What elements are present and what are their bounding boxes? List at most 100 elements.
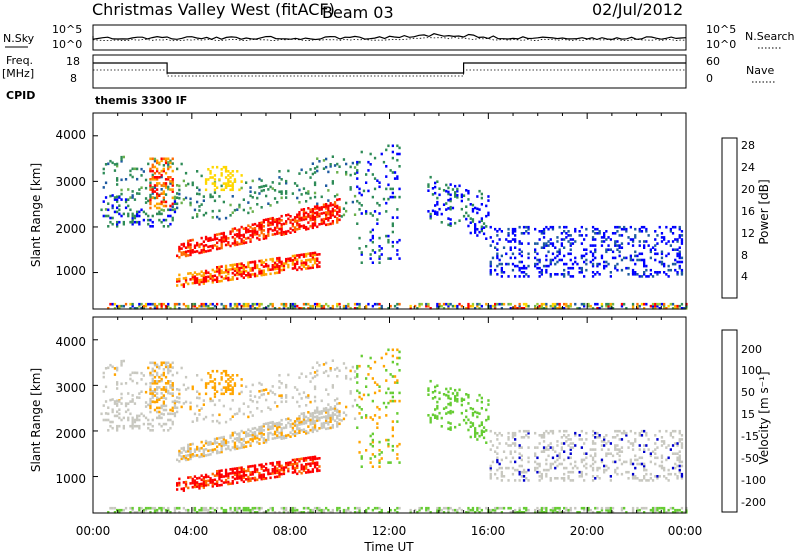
power-pixel: [316, 213, 319, 216]
velocity-pixel: [242, 468, 245, 471]
velocity-pixel: [198, 447, 201, 450]
velocity-pixel: [169, 386, 172, 389]
power-pixel: [242, 270, 245, 273]
power-pixel: [167, 176, 170, 179]
velocity-pixel: [236, 511, 239, 514]
power-pixel: [280, 264, 283, 268]
power-pixel: [120, 160, 123, 163]
nsky-trace: [92, 33, 687, 41]
power-pixel: [267, 188, 270, 191]
power-pixel: [485, 237, 488, 240]
power-pixel: [378, 302, 381, 306]
power-pixel: [167, 161, 170, 164]
power-pixel: [271, 302, 274, 306]
velocity-pixel: [213, 392, 217, 396]
power-pixel: [625, 256, 628, 260]
velocity-pixel: [280, 506, 283, 510]
power-pixel: [251, 302, 254, 306]
power-pixel: [551, 307, 555, 310]
power-pixel: [500, 230, 503, 233]
power-pixel: [474, 206, 477, 210]
velocity-pixel: [227, 447, 230, 450]
power-pixel: [651, 302, 655, 306]
power-pixel: [131, 218, 134, 222]
power-pixel: [131, 214, 134, 218]
power-pixel: [678, 260, 681, 264]
power-pixel: [240, 225, 243, 229]
power-pixel: [251, 304, 254, 308]
power-pixel: [436, 213, 439, 216]
power-pixel: [160, 169, 163, 173]
velocity-pixel: [365, 385, 368, 388]
power-pixel: [267, 268, 270, 272]
velocity-pixel: [129, 424, 132, 428]
velocity-pixel: [594, 506, 597, 510]
power-pixel: [434, 185, 437, 189]
xaxis-label: Time UT: [363, 540, 414, 554]
power-pixel: [560, 238, 563, 241]
power-pixel: [151, 165, 154, 169]
power-pixel: [494, 246, 497, 249]
power-pixel: [353, 302, 357, 306]
velocity-pixel: [127, 416, 130, 420]
power-pixel: [218, 280, 221, 283]
power-pixel: [305, 171, 308, 174]
velocity-pixel: [387, 387, 390, 391]
velocity-pixel: [229, 384, 232, 387]
power-pixel: [313, 167, 317, 170]
power-pixel: [438, 304, 441, 308]
velocity-pixel: [507, 431, 510, 435]
power-pixel: [525, 273, 528, 276]
velocity-pixel: [438, 411, 441, 415]
velocity-pixel: [487, 415, 490, 419]
velocity-pixel: [554, 511, 557, 514]
power-pixel: [113, 307, 117, 310]
velocity-pixel: [556, 454, 559, 458]
velocity-pixel: [196, 396, 199, 400]
power-pixel: [638, 304, 641, 308]
velocity-pixel: [173, 404, 177, 407]
power-pixel: [313, 181, 317, 184]
power-pixel: [242, 239, 245, 243]
velocity-pixel: [591, 440, 595, 443]
velocity-pixel: [567, 456, 570, 460]
velocity-pixel: [316, 415, 319, 418]
velocity-pixel: [336, 416, 339, 420]
power-pixel: [373, 187, 377, 191]
power-pixel: [469, 221, 472, 224]
power-pixel: [436, 200, 439, 204]
power-pixel: [218, 271, 221, 275]
power-pixel: [262, 189, 265, 192]
velocity-pixel: [298, 431, 301, 434]
velocity-pixel: [454, 395, 457, 398]
power-pixel: [496, 273, 499, 276]
velocity-pixel: [156, 410, 159, 414]
power-pixel: [485, 225, 488, 228]
velocity-pixel: [229, 380, 232, 383]
power-pixel: [196, 243, 199, 247]
velocity-pixel: [258, 472, 261, 475]
velocity-pixel: [151, 367, 154, 371]
velocity-pixel: [567, 475, 570, 478]
velocity-pixel: [571, 446, 575, 449]
power-pixel: [311, 258, 314, 261]
power-pixel: [634, 262, 637, 266]
power-pixel: [645, 268, 648, 272]
velocity-pixel: [156, 382, 159, 385]
velocity-pixel: [316, 406, 319, 410]
power-pixel: [347, 302, 350, 306]
power-pixel: [229, 278, 232, 281]
velocity-pixel: [162, 386, 165, 389]
velocity-pixel: [247, 405, 250, 408]
power-pixel: [220, 184, 223, 188]
power-pixel: [224, 235, 228, 238]
power-pixel: [594, 256, 597, 260]
power-pixel: [149, 195, 152, 199]
power-pixel: [333, 195, 337, 198]
power-pixel: [265, 218, 268, 221]
power-pixel: [138, 192, 141, 195]
power-pixel: [603, 264, 606, 268]
power-pixel: [236, 277, 239, 280]
velocity-pixel: [211, 413, 214, 417]
velocity-pixel: [231, 467, 234, 471]
